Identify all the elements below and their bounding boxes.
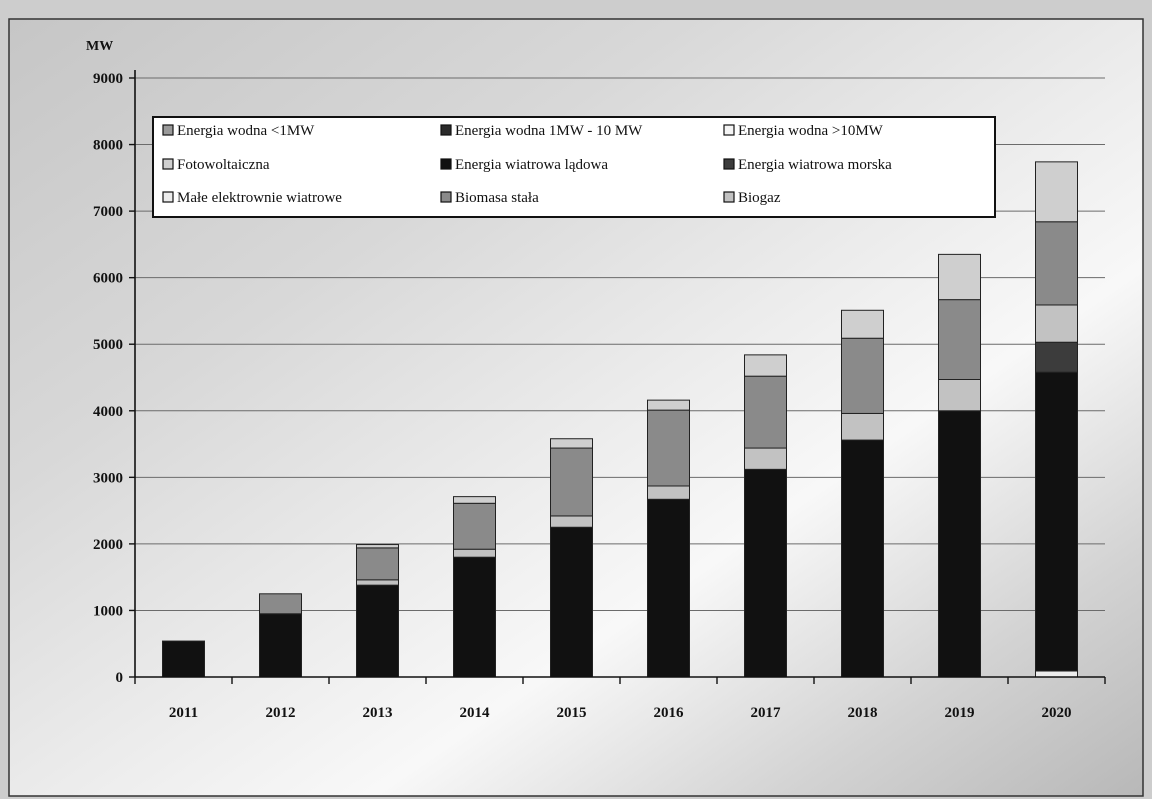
legend-entry: Biomasa stała: [440, 190, 539, 206]
y-tick-label: 6000: [93, 271, 123, 287]
bar-segment: [356, 547, 399, 581]
bars: [162, 161, 1078, 678]
y-tick-label: 5000: [93, 337, 123, 353]
bar-segment: [938, 378, 981, 412]
bar-segment: [938, 410, 981, 678]
bar-segment: [356, 584, 399, 678]
x-tick-label: 2017: [751, 705, 782, 721]
bar-segment: [356, 579, 399, 586]
bar-segment: [356, 544, 399, 549]
bar-segment: [453, 548, 496, 558]
x-tick-label: 2020: [1042, 705, 1072, 721]
bar-segment: [744, 447, 787, 470]
legend-box: [152, 116, 996, 218]
y-tick-label: 9000: [93, 71, 123, 87]
legend-label: Małe elektrownie wiatrowe: [177, 190, 342, 206]
x-tick-label: 2014: [460, 705, 491, 721]
bar-segment: [647, 409, 690, 487]
legend-entry: Fotowoltaiczna: [162, 157, 270, 173]
y-axis-unit-label: MW: [86, 39, 113, 54]
bar-segment: [1035, 341, 1078, 373]
legend-label: Energia wodna >10MW: [738, 123, 884, 139]
bar-segment: [841, 439, 884, 678]
legend-swatch: [162, 158, 174, 170]
bar-segment: [550, 447, 593, 517]
legend-label: Energia wiatrowa lądowa: [455, 157, 608, 173]
x-tick-label: 2013: [363, 705, 393, 721]
y-tick-label: 0: [116, 670, 124, 686]
bar-segment: [1035, 221, 1078, 306]
bar-segment: [938, 253, 981, 301]
x-tick-label: 2012: [266, 705, 296, 721]
legend-swatch: [440, 191, 452, 203]
bar-segment: [550, 438, 593, 449]
bar-segment: [1035, 304, 1078, 343]
y-tick-label: 1000: [93, 603, 123, 619]
legend-entry: Małe elektrownie wiatrowe: [162, 190, 342, 206]
legend-entry: Energia wodna >10MW: [723, 123, 884, 139]
bar-segment: [550, 515, 593, 528]
bar-segment: [453, 556, 496, 678]
bar-segment: [259, 613, 302, 678]
legend-entry: Energia wiatrowa lądowa: [440, 157, 608, 173]
bar-segment: [647, 399, 690, 411]
legend-label: Energia wiatrowa morska: [738, 157, 892, 173]
y-tick-label: 2000: [93, 537, 123, 553]
legend-swatch: [440, 124, 452, 136]
x-tick-label: 2011: [169, 705, 198, 721]
x-tick-label: 2019: [945, 705, 975, 721]
bar-segment: [841, 309, 884, 339]
bar-segment: [744, 468, 787, 678]
x-tick-label: 2015: [557, 705, 587, 721]
bar-segment: [1035, 670, 1078, 678]
x-tick-label: 2016: [654, 705, 685, 721]
bar-segment: [841, 337, 884, 414]
bar-segment: [744, 375, 787, 449]
legend-swatch: [162, 191, 174, 203]
legend-label: Fotowoltaiczna: [177, 157, 270, 173]
y-tick-label: 7000: [93, 204, 123, 220]
legend-label: Energia wodna 1MW - 10 MW: [455, 123, 643, 139]
bar-segment: [1035, 161, 1078, 223]
legend: Energia wodna <1MW Energia wodna 1MW - 10…: [152, 116, 996, 218]
bar-segment: [1035, 371, 1078, 672]
legend-swatch: [723, 124, 735, 136]
legend-swatch: [440, 158, 452, 170]
legend-entry: Energia wiatrowa morska: [723, 157, 892, 173]
bar-segment: [550, 526, 593, 678]
bar-segment: [162, 640, 205, 678]
legend-swatch: [723, 191, 735, 203]
bar-segment: [647, 485, 690, 500]
legend-swatch: [723, 158, 735, 170]
legend-label: Biomasa stała: [455, 190, 539, 206]
axes: 0 1000 2000 3000 4000 5000 6000 7000 8000 9000 201…: [93, 70, 1106, 721]
bar-segment: [453, 502, 496, 550]
bar-segment: [647, 498, 690, 678]
bar-segment: [453, 496, 496, 504]
legend-entry: Energia wodna 1MW - 10 MW: [440, 123, 643, 139]
legend-entry: Biogaz: [723, 190, 781, 206]
x-tick-label: 2018: [848, 705, 878, 721]
y-tick-label: 4000: [93, 404, 123, 420]
bar-segment: [744, 354, 787, 377]
legend-entry: Energia wodna <1MW: [162, 123, 315, 139]
bar-segment: [841, 412, 884, 441]
bar-segment: [938, 299, 981, 380]
y-tick-label: 3000: [93, 470, 123, 486]
y-tick-label: 8000: [93, 138, 123, 154]
legend-label: Energia wodna <1MW: [177, 123, 315, 139]
legend-swatch: [162, 124, 174, 136]
legend-label: Biogaz: [738, 190, 781, 206]
bar-segment: [259, 593, 302, 615]
